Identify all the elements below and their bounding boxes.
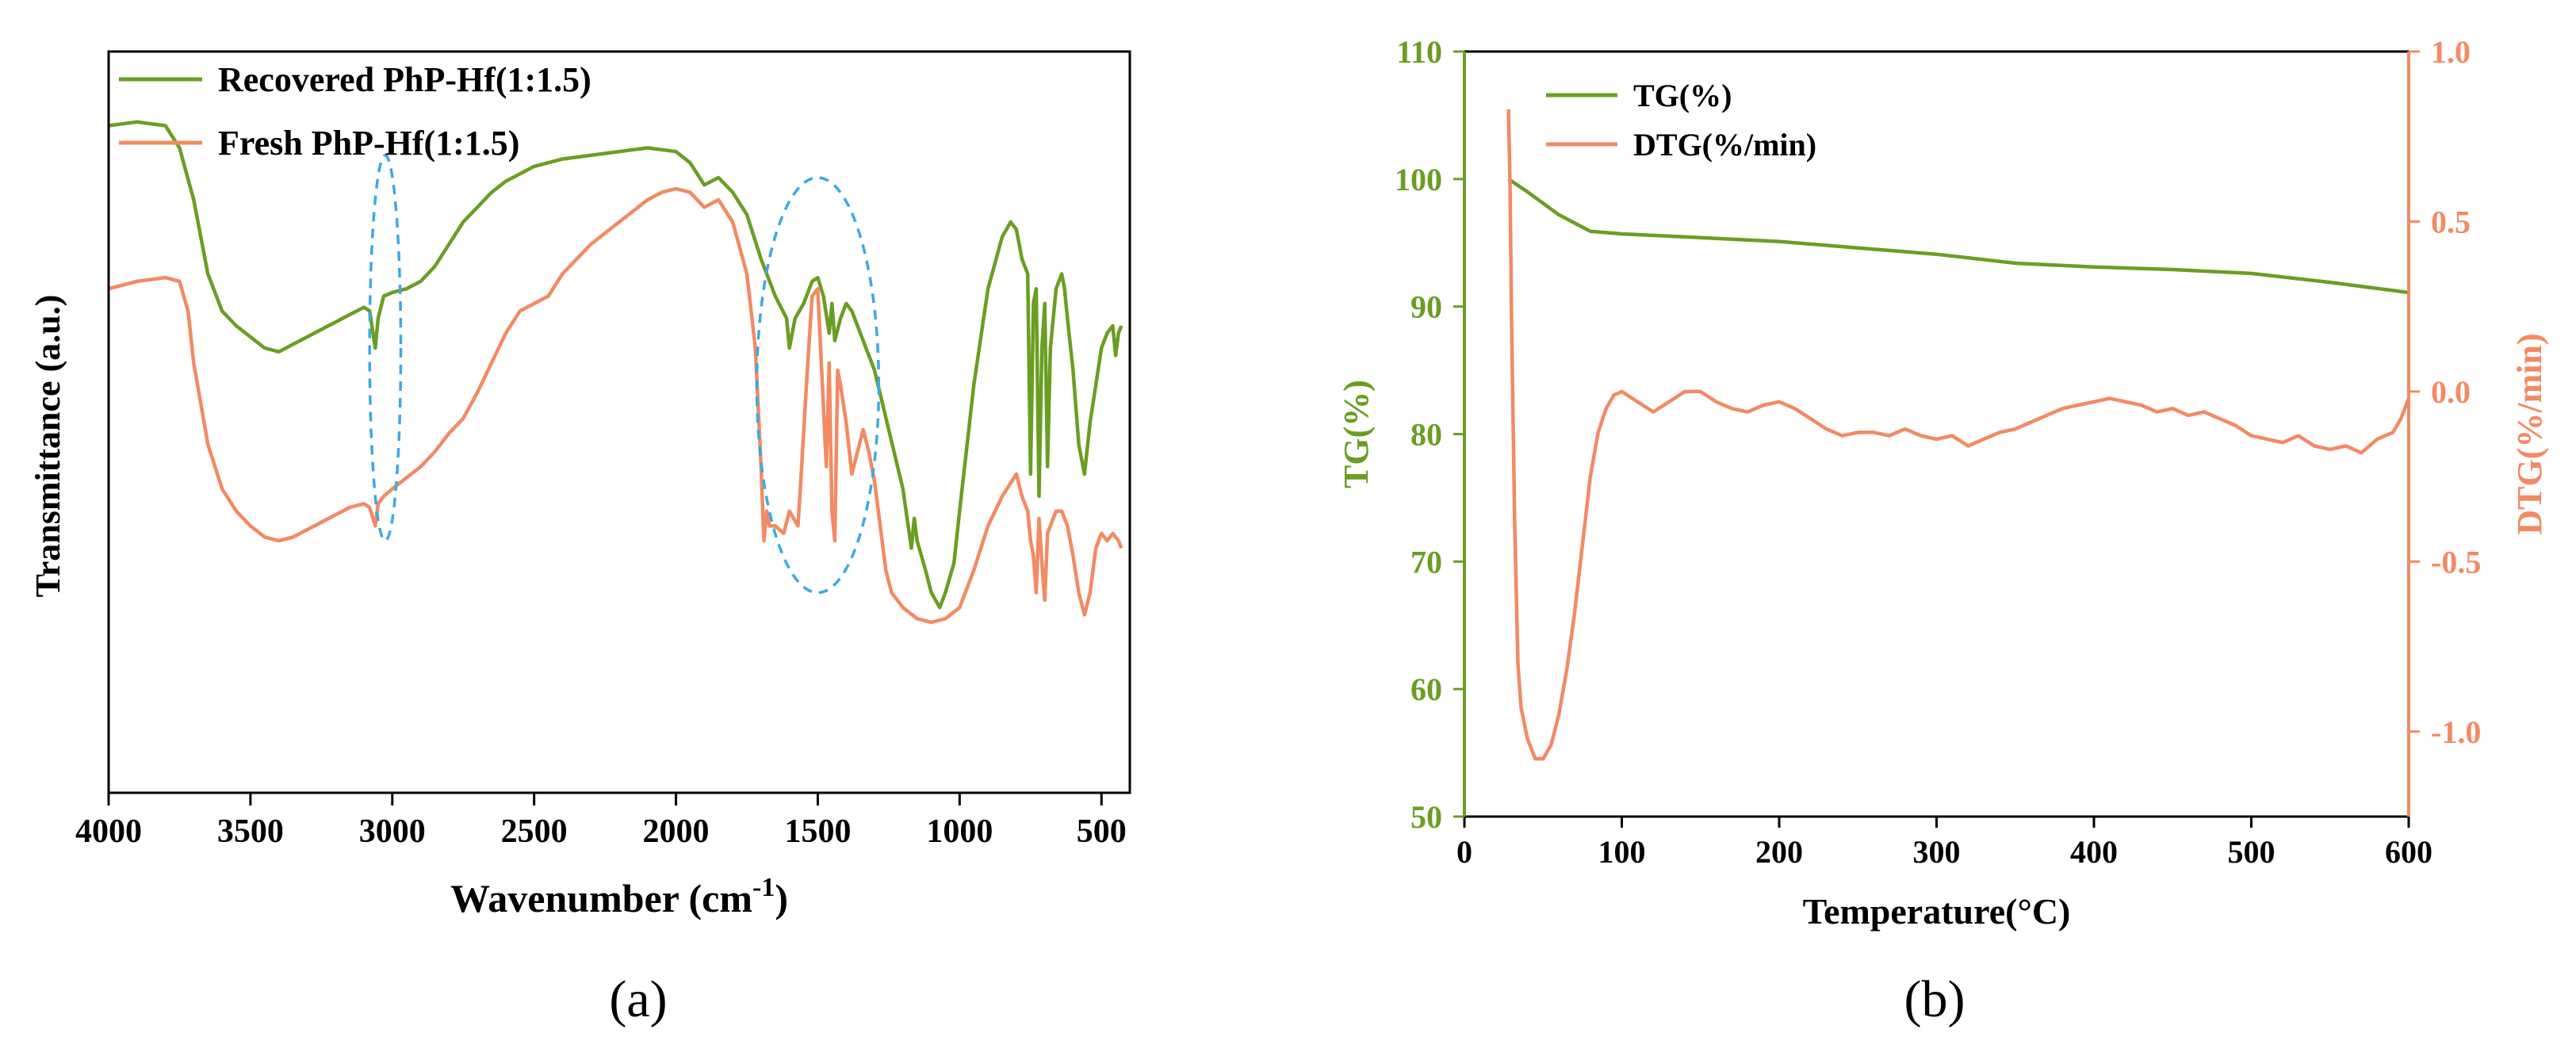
b-y-right-tick-label: -1.0 — [2431, 714, 2481, 750]
b-y-right-tick-label: 1.0 — [2431, 34, 2471, 70]
b-series-line-dtg — [1506, 109, 2411, 761]
b-y-tick-label: 100 — [1395, 162, 1442, 197]
b-y-ticks-left: 50 60 70 80 90 100 110 — [1395, 34, 1464, 835]
chart-b: 0 100 200 300 400 500 600 50 60 70 80 90 100 110 -1.… — [1337, 34, 2549, 932]
a-x-tick-label: 2500 — [501, 813, 568, 850]
b-y-tick-label: 110 — [1396, 34, 1442, 70]
b-y-tick-label: 70 — [1410, 544, 1442, 580]
a-legend-label: Fresh PhP-Hf(1:1.5) — [218, 124, 519, 163]
b-legend-label: TG(%) — [1633, 78, 1732, 113]
b-y-tick-label: 80 — [1410, 417, 1442, 453]
a-x-axis-label: Wavenumber (cm-1) — [450, 873, 788, 920]
a-x-tick-label: 2000 — [643, 813, 710, 850]
a-x-tick-label: 500 — [1077, 813, 1127, 850]
b-y-axis-label-right: DTG(%/min) — [2510, 333, 2549, 534]
b-legend-label: DTG(%/min) — [1633, 127, 1816, 163]
a-series-line-recovered — [108, 120, 1123, 610]
a-legend-label: Recovered PhP-Hf(1:1.5) — [218, 60, 591, 99]
a-x-ticks: 4000 3500 3000 2500 2000 1500 1000 500 — [75, 793, 1127, 850]
chart-a: 4000 3500 3000 2500 2000 1500 1000 500 Recovere… — [29, 50, 1131, 920]
a-x-tick-label: 4000 — [75, 813, 142, 850]
b-x-tick-label: 300 — [1913, 834, 1961, 870]
b-x-axis-label: Temperature(°C) — [1803, 891, 2071, 932]
a-plot-frame — [107, 50, 1131, 794]
a-dashed-ellipse-1 — [368, 154, 403, 542]
a-dashed-ellipse-2 — [755, 176, 881, 595]
a-x-tick-label: 3500 — [217, 813, 284, 850]
b-y-tick-label: 60 — [1410, 671, 1442, 707]
b-x-tick-label: 500 — [2228, 834, 2276, 870]
b-y-axis-label-left: TG(%) — [1337, 380, 1376, 488]
a-legend: Recovered PhP-Hf(1:1.5) Fresh PhP-Hf(1:1.… — [119, 60, 591, 163]
panel-label-a: (a) — [609, 970, 667, 1028]
a-ellipse-annotations — [368, 154, 881, 595]
a-x-tick-label: 1000 — [926, 813, 993, 850]
b-y-tick-label: 90 — [1410, 289, 1442, 325]
b-y-right-tick-label: -0.5 — [2431, 544, 2481, 580]
b-y-ticks-right: -1.0 -0.5 0.0 0.5 1.0 — [2409, 34, 2481, 750]
b-x-tick-label: 0 — [1456, 834, 1472, 870]
b-x-tick-label: 200 — [1755, 834, 1803, 870]
b-x-tick-label: 400 — [2070, 834, 2118, 870]
b-y-right-tick-label: 0.0 — [2431, 374, 2471, 410]
b-y-tick-label: 50 — [1410, 799, 1442, 835]
panel-label-b: (b) — [1904, 970, 1965, 1028]
b-series-line-tg — [1507, 177, 2409, 295]
a-x-tick-label: 3000 — [359, 813, 426, 850]
b-y-right-tick-label: 0.5 — [2431, 204, 2471, 239]
a-y-axis-label: Transmittance (a.u.) — [29, 295, 67, 598]
b-plot-lines — [1506, 109, 2411, 761]
b-x-tick-label: 100 — [1598, 834, 1646, 870]
b-x-ticks: 0 100 200 300 400 500 600 — [1456, 817, 2432, 870]
a-plot-lines — [108, 120, 1123, 625]
b-legend: TG(%) DTG(%/min) — [1546, 78, 1816, 163]
a-series-line-fresh — [108, 186, 1123, 625]
a-x-tick-label: 1500 — [784, 813, 851, 850]
b-x-tick-label: 600 — [2385, 834, 2432, 870]
b-plot-frame — [1463, 50, 2410, 818]
